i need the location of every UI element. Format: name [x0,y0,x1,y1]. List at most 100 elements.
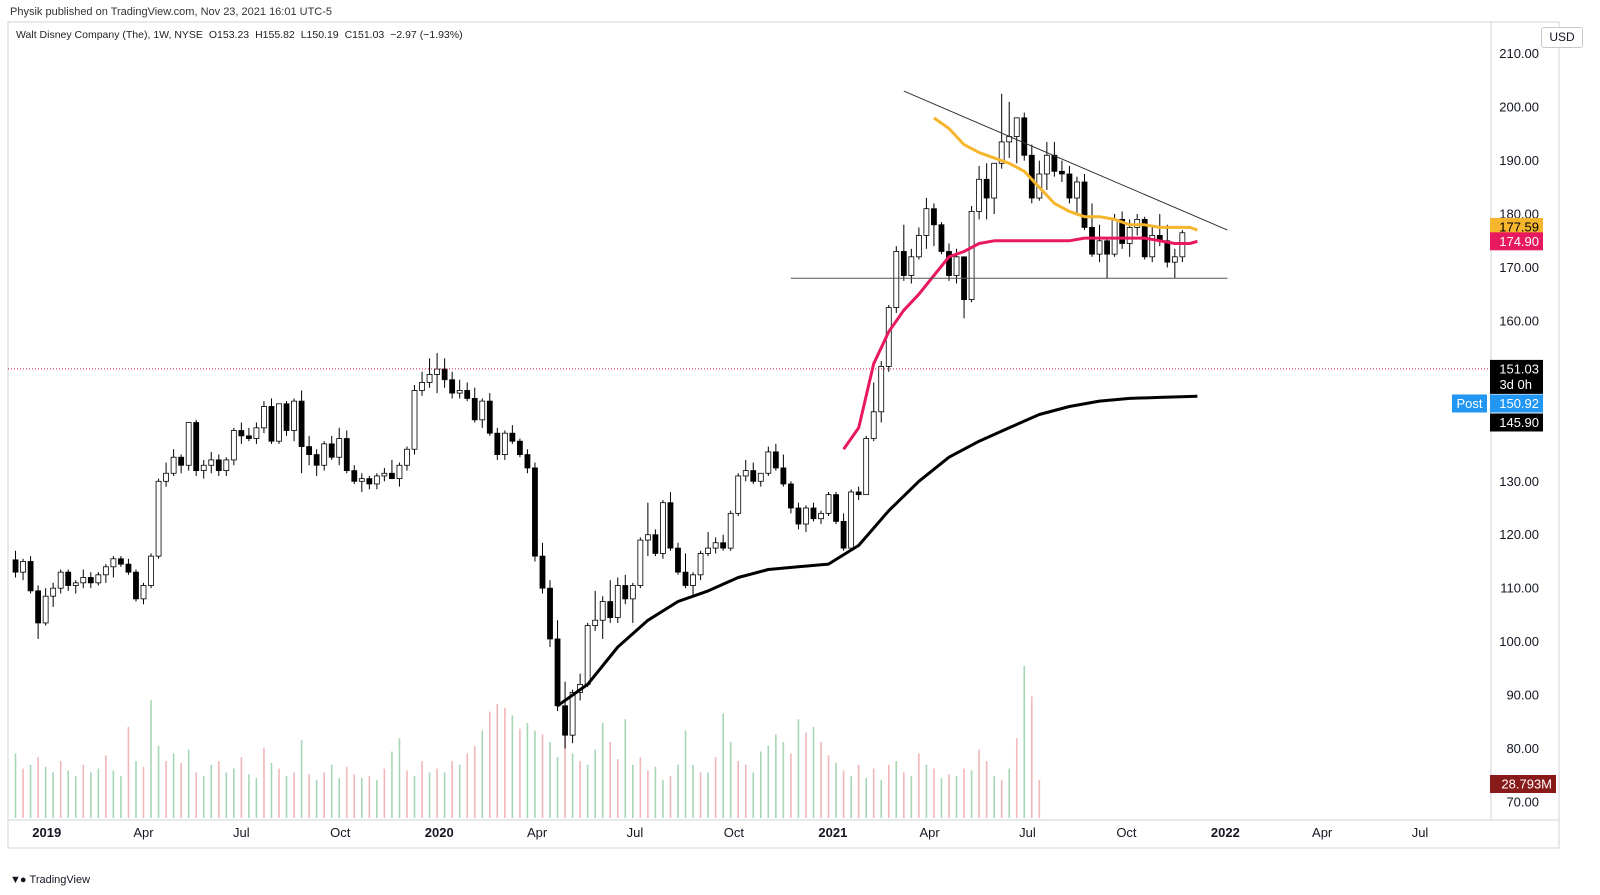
candle-body [931,208,937,226]
candle-body [795,507,802,525]
volume-bar [22,768,24,818]
volume-bar [225,772,228,818]
volume-bar [850,776,852,818]
candle-body [471,398,478,421]
volume-bar [654,766,657,818]
post-label-text: Post [1456,396,1482,411]
price-axis[interactable]: 210.00 200.00 190.00 180.00 170.00 160.00 130.… [1499,46,1539,809]
candle [682,553,689,589]
volume-bar [376,780,378,818]
candle [893,246,900,313]
volume-bar [59,761,62,818]
candle [494,427,501,460]
volume-bar [180,762,182,818]
post-value-bg [1490,394,1543,413]
candle-body [321,443,328,466]
candle [261,401,267,434]
ma-slow-badge-text: 145.90 [1499,415,1539,430]
volume-bar [37,757,39,818]
time-axis[interactable]: 2019 Apr Jul Oct 2020 Apr Jul Oct 2021 Apr Jul Oct 2… [32,825,1428,840]
volume-bar [150,700,152,818]
volume-bar [707,772,709,818]
volume-bar [737,761,740,818]
candle-body [923,208,930,236]
candle-body [148,555,154,586]
legend-change: −2.97 (−1.93%) [390,29,463,41]
candle-body [479,400,486,421]
volume-bar [805,732,807,818]
volume-bar [775,734,777,818]
candle [1179,230,1186,263]
candle [915,227,922,260]
volume-bar [105,755,107,818]
candle [900,224,907,281]
volume-bar [729,742,732,818]
price-tick-label: 120.00 [1499,527,1539,542]
volume-bar [421,761,423,818]
candle [245,427,252,442]
volume-bar [948,774,950,818]
candle-body [306,446,313,455]
candle [366,475,373,490]
candle-body [65,571,72,586]
volume-bar [172,753,175,818]
candle-body [223,459,230,472]
legend-high: H155.82 [255,29,295,41]
candle-body [893,251,900,308]
candle [12,550,19,578]
time-tick-label: 2021 [818,825,847,840]
candle-body [261,406,267,429]
candle [501,430,508,460]
candle-body [464,390,471,399]
candle [87,572,94,589]
volume-bar [812,726,815,818]
candle-body [268,406,275,442]
volume-bar [684,730,687,818]
candle-body [1021,117,1028,156]
volume-bar [120,776,122,818]
footer-brand[interactable]: ▼● TradingView [10,874,90,886]
candle-body [660,502,666,554]
candle [35,585,42,639]
volume-bar [616,759,619,818]
price-tick-label: 130.00 [1499,474,1539,489]
candle-body [449,379,456,394]
volume-bar [142,766,145,818]
candle [328,435,335,460]
candle [690,572,696,597]
volume-bar [29,764,32,818]
candle [833,491,839,525]
volume-bar [368,776,371,818]
ma-mid-badge-bg [1490,232,1543,251]
candle [1089,203,1095,257]
volume-bar [669,776,672,818]
volume-bar [112,770,115,818]
candle [65,569,72,591]
volume-bar [925,764,928,818]
volume-bar [330,764,333,818]
volume-bar [278,768,280,818]
volume-bar [217,761,220,818]
candle [599,596,606,639]
candle [291,398,297,442]
volume-bar [323,772,325,818]
candle [840,513,847,551]
candle [516,438,523,458]
candle-body [1059,170,1065,175]
volume-bar [1030,696,1033,818]
volume-bar [857,764,860,818]
candle [1036,160,1043,201]
price-tick-label: 100.00 [1499,634,1539,649]
candle-body [667,502,674,549]
candle [569,689,576,744]
candle-body [900,251,907,276]
candle-body [140,585,147,600]
candle-body [1013,117,1020,137]
ma-mid-badge: 174.90 [1490,232,1543,251]
candle [705,532,711,557]
currency-button[interactable]: USD [1541,27,1583,48]
candle-body [1164,240,1171,263]
candle [72,580,79,594]
candle-body [80,577,87,584]
